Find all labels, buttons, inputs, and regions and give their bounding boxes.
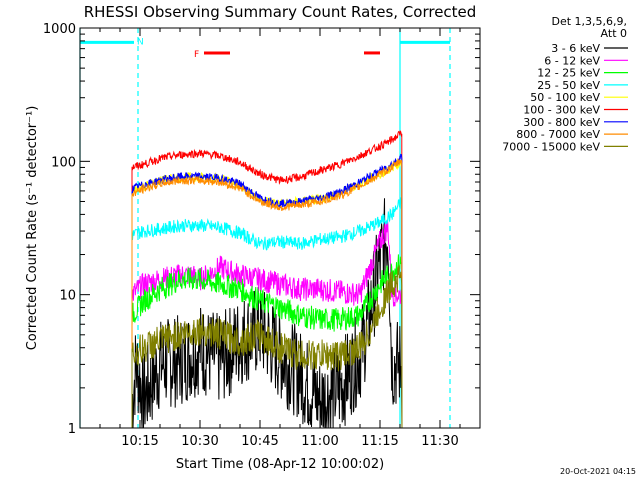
x-tick-label: 10:30 bbox=[181, 434, 218, 449]
legend-entry-label: 3 - 6 keV bbox=[551, 42, 600, 55]
series-line-8 bbox=[131, 265, 403, 428]
flag-label-F: F bbox=[194, 50, 199, 60]
y-tick-label: 100 bbox=[51, 155, 76, 170]
x-tick-label: 11:15 bbox=[361, 434, 398, 449]
y-tick-label: 10 bbox=[59, 289, 76, 304]
x-tick-label: 11:00 bbox=[301, 434, 338, 449]
series-line-1 bbox=[131, 220, 403, 428]
y-tick-label: 1 bbox=[68, 422, 76, 437]
chart-title: RHESSI Observing Summary Count Rates, Co… bbox=[84, 3, 477, 21]
legend-entry-label: 100 - 300 keV bbox=[523, 104, 600, 117]
y-axis-label: Corrected Count Rate (s⁻¹ detector⁻¹) bbox=[25, 106, 40, 351]
legend-entry-label: 7000 - 15000 keV bbox=[502, 140, 600, 153]
legend-entry-label: 6 - 12 keV bbox=[544, 54, 600, 67]
series-lines bbox=[131, 129, 403, 428]
series-line-2 bbox=[131, 254, 403, 428]
legend-entry-label: 300 - 800 keV bbox=[523, 116, 600, 129]
y-tick-label: 1000 bbox=[43, 22, 76, 37]
x-tick-label: 11:30 bbox=[421, 434, 458, 449]
series-line-7 bbox=[131, 157, 403, 428]
legend-header: Att 0 bbox=[601, 27, 627, 40]
x-axis: 10:15 10:30 10:45 11:00 11:15 11:30 bbox=[79, 28, 481, 449]
timestamp: 20-Oct-2021 04:15 bbox=[560, 467, 636, 476]
x-tick-label: 10:15 bbox=[121, 434, 158, 449]
x-tick-label: 10:45 bbox=[241, 434, 278, 449]
y-axis: 1 10 100 1000 bbox=[43, 22, 480, 437]
legend-header: Det 1,3,5,6,9, bbox=[551, 15, 627, 28]
legend-entry-label: 800 - 7000 keV bbox=[516, 128, 600, 141]
flag-label-N: N bbox=[137, 37, 144, 47]
x-axis-label: Start Time (08-Apr-12 10:00:02) bbox=[176, 457, 384, 472]
legend-entry-label: 50 - 100 keV bbox=[530, 91, 600, 104]
series-line-5 bbox=[131, 129, 403, 428]
series-line-3 bbox=[131, 197, 403, 428]
legend-entry-label: 25 - 50 keV bbox=[537, 79, 600, 92]
flag-bars: NF bbox=[80, 37, 450, 60]
legend-entry-label: 12 - 25 keV bbox=[537, 67, 600, 80]
